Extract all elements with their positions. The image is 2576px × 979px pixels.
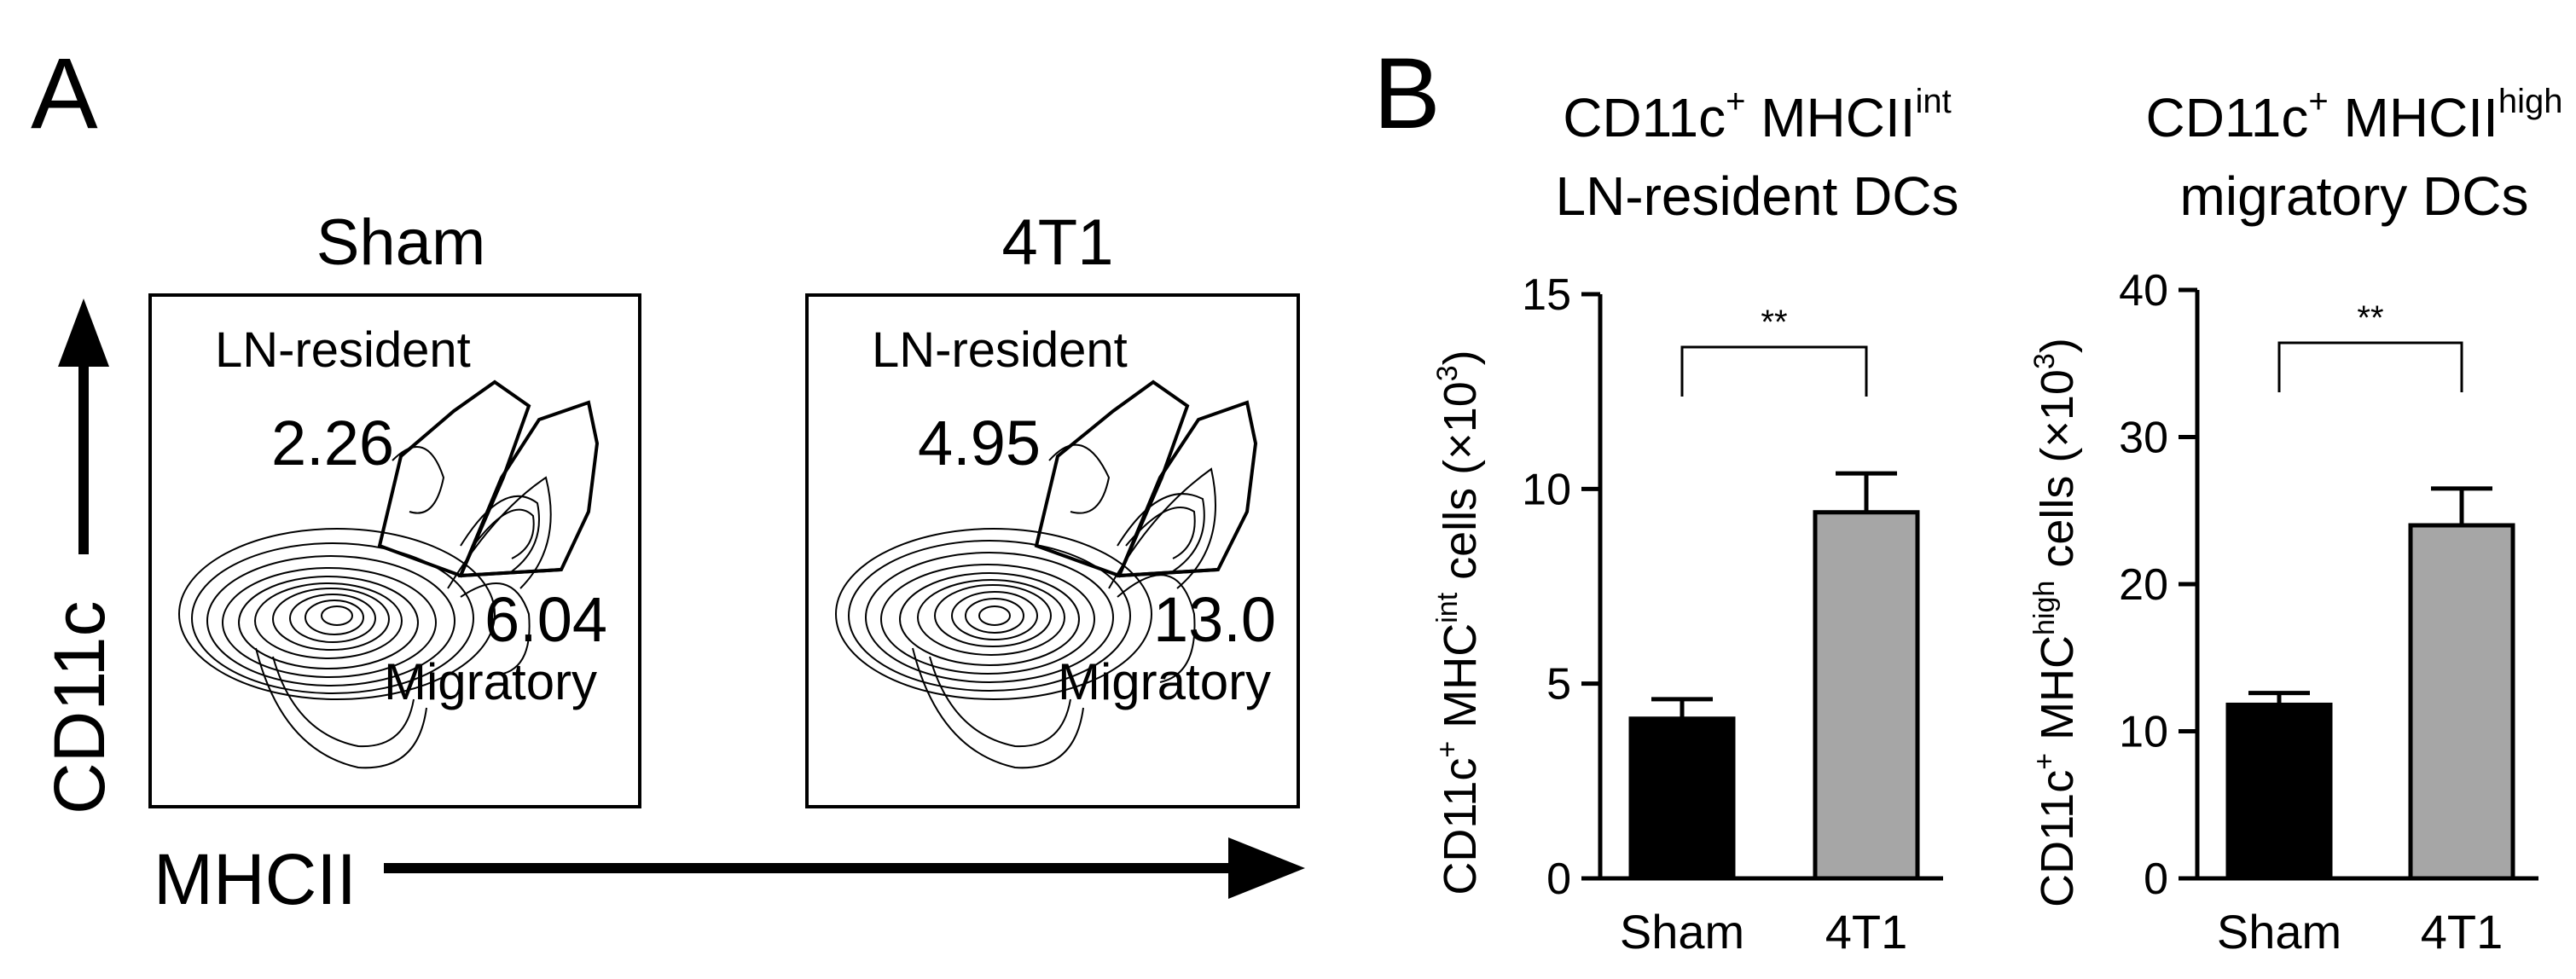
- 4t1-plot-title: 4T1: [1002, 206, 1114, 279]
- chart-0-title-line1: CD11c+ MHCIIint: [1563, 83, 1952, 148]
- 4t1-ln-resident-value: 4.95: [918, 408, 1041, 478]
- sham-migratory-value: 6.04: [484, 584, 607, 655]
- panel-a-y-arrow: [58, 298, 109, 554]
- 4t1-gates: [1034, 379, 1258, 578]
- sham-migratory-label: Migratory: [384, 653, 597, 710]
- chart-1-bar-sham: [2225, 702, 2333, 881]
- chart-0-y-tick-label: 15: [1522, 270, 1571, 320]
- sham-ln-resident-label: LN-resident: [215, 322, 471, 378]
- chart-0-significance-label: **: [1761, 304, 1787, 341]
- panel-b-letter: B: [1373, 38, 1441, 150]
- chart-1-x-tick-label: Sham: [2217, 905, 2341, 959]
- chart-1-x-tick-label: 4T1: [2421, 905, 2503, 959]
- chart-1-title-line2: migratory DCs: [2180, 165, 2529, 227]
- 4t1-ln-resident-label: LN-resident: [872, 322, 1128, 378]
- chart-0-y-tick-label: 10: [1522, 465, 1571, 514]
- sham-ln-resident-value: 2.26: [271, 408, 394, 478]
- panel-a-x-axis-label: MHCII: [154, 839, 357, 919]
- panel-a-y-axis-label: CD11c: [39, 600, 119, 814]
- chart-0-y-axis-label: CD11c+ MHCint cells (×103): [1431, 350, 1486, 895]
- chart-1-significance-bracket: [2277, 341, 2463, 392]
- 4t1-migratory-value: 13.0: [1153, 584, 1276, 655]
- chart-1-bar-4t1: [2408, 523, 2515, 881]
- chart-0-y-tick-label: 5: [1546, 660, 1571, 710]
- chart-0-significance-bracket: [1680, 345, 1868, 397]
- panel-a-letter: A: [31, 38, 98, 150]
- chart-0-title-line2: LN-resident DCs: [1555, 165, 1958, 227]
- sham-plot-title: Sham: [316, 206, 486, 279]
- chart-1-significance-label: **: [2357, 299, 2383, 337]
- chart-1-y-tick-label: 30: [2119, 414, 2168, 463]
- chart-1-y-tick-label: 40: [2119, 266, 2168, 316]
- chart-1-y-tick-label: 20: [2119, 560, 2168, 610]
- chart-1-y-tick-label: 10: [2119, 708, 2168, 757]
- sham-gates: [377, 379, 600, 578]
- chart-1-y-tick-label: 0: [2144, 854, 2168, 904]
- chart-0-bar-4t1: [1813, 510, 1920, 881]
- 4t1-migratory-label: Migratory: [1058, 653, 1271, 710]
- chart-1-title-line1: CD11c+ MHCIIhigh: [2146, 83, 2563, 148]
- migratory-dc-bar-chart: CD11c+ MHCIIhigh migratory DCs CD11c+ MH…: [2028, 83, 2562, 959]
- sham-plot-frame: [148, 293, 641, 808]
- chart-1-y-axis-label: CD11c+ MHChigh cells (×103): [2028, 338, 2083, 907]
- chart-0-bar-sham: [1628, 716, 1736, 881]
- 4t1-plot-frame: [805, 293, 1300, 808]
- chart-0-y-tick-label: 0: [1546, 854, 1571, 904]
- chart-0-x-tick-label: Sham: [1620, 905, 1744, 959]
- 4t1-contour-plot: [835, 443, 1216, 769]
- panel-a-x-arrow: [384, 837, 1305, 899]
- chart-0-x-tick-label: 4T1: [1825, 905, 1908, 959]
- resident-dc-bar-chart: CD11c+ MHCIIint LN-resident DCs CD11c+ M…: [1431, 83, 1959, 959]
